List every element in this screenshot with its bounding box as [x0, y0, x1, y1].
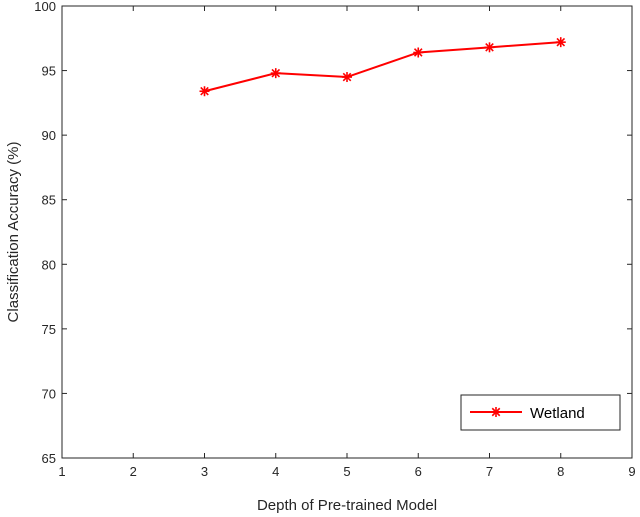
- x-tick-label: 8: [557, 464, 564, 479]
- x-tick-label: 6: [415, 464, 422, 479]
- series-line: [204, 41, 561, 93]
- legend-label: Wetland: [530, 405, 585, 422]
- y-axis: 65 70 75 80 85 90 95 100: [34, 0, 632, 466]
- x-tick-label: 5: [343, 464, 350, 479]
- x-tick-label: 4: [272, 464, 279, 479]
- y-tick-label: 100: [34, 0, 56, 14]
- y-tick-label: 80: [42, 257, 56, 272]
- series-layer: [199, 37, 566, 97]
- x-axis: 1 2 3 4 5 6 7 8 9: [58, 6, 636, 479]
- y-tick-label: 90: [42, 128, 56, 143]
- legend-box: [460, 394, 621, 431]
- data-point: [199, 86, 210, 97]
- legend: Wetland: [460, 394, 621, 431]
- x-tick-label: 2: [130, 464, 137, 479]
- data-point: [555, 37, 566, 48]
- y-tick-label: 85: [42, 193, 56, 208]
- y-tick-label: 70: [42, 386, 56, 401]
- x-tick-label: 7: [486, 464, 493, 479]
- data-point: [413, 47, 424, 58]
- data-point: [270, 68, 281, 79]
- data-point: [484, 42, 495, 53]
- data-point: [342, 72, 352, 83]
- x-tick-label: 1: [58, 464, 65, 479]
- data-point: [491, 407, 501, 417]
- y-tick-label: 65: [42, 451, 56, 466]
- y-tick-label: 95: [42, 64, 56, 79]
- x-tick-label: 9: [628, 464, 635, 479]
- y-axis-label: Classification Accuracy (%): [5, 142, 22, 323]
- legend-marker: [491, 407, 501, 417]
- x-axis-label: Depth of Pre-trained Model: [257, 497, 437, 514]
- y-tick-label: 75: [42, 322, 56, 337]
- x-tick-label: 3: [201, 464, 208, 479]
